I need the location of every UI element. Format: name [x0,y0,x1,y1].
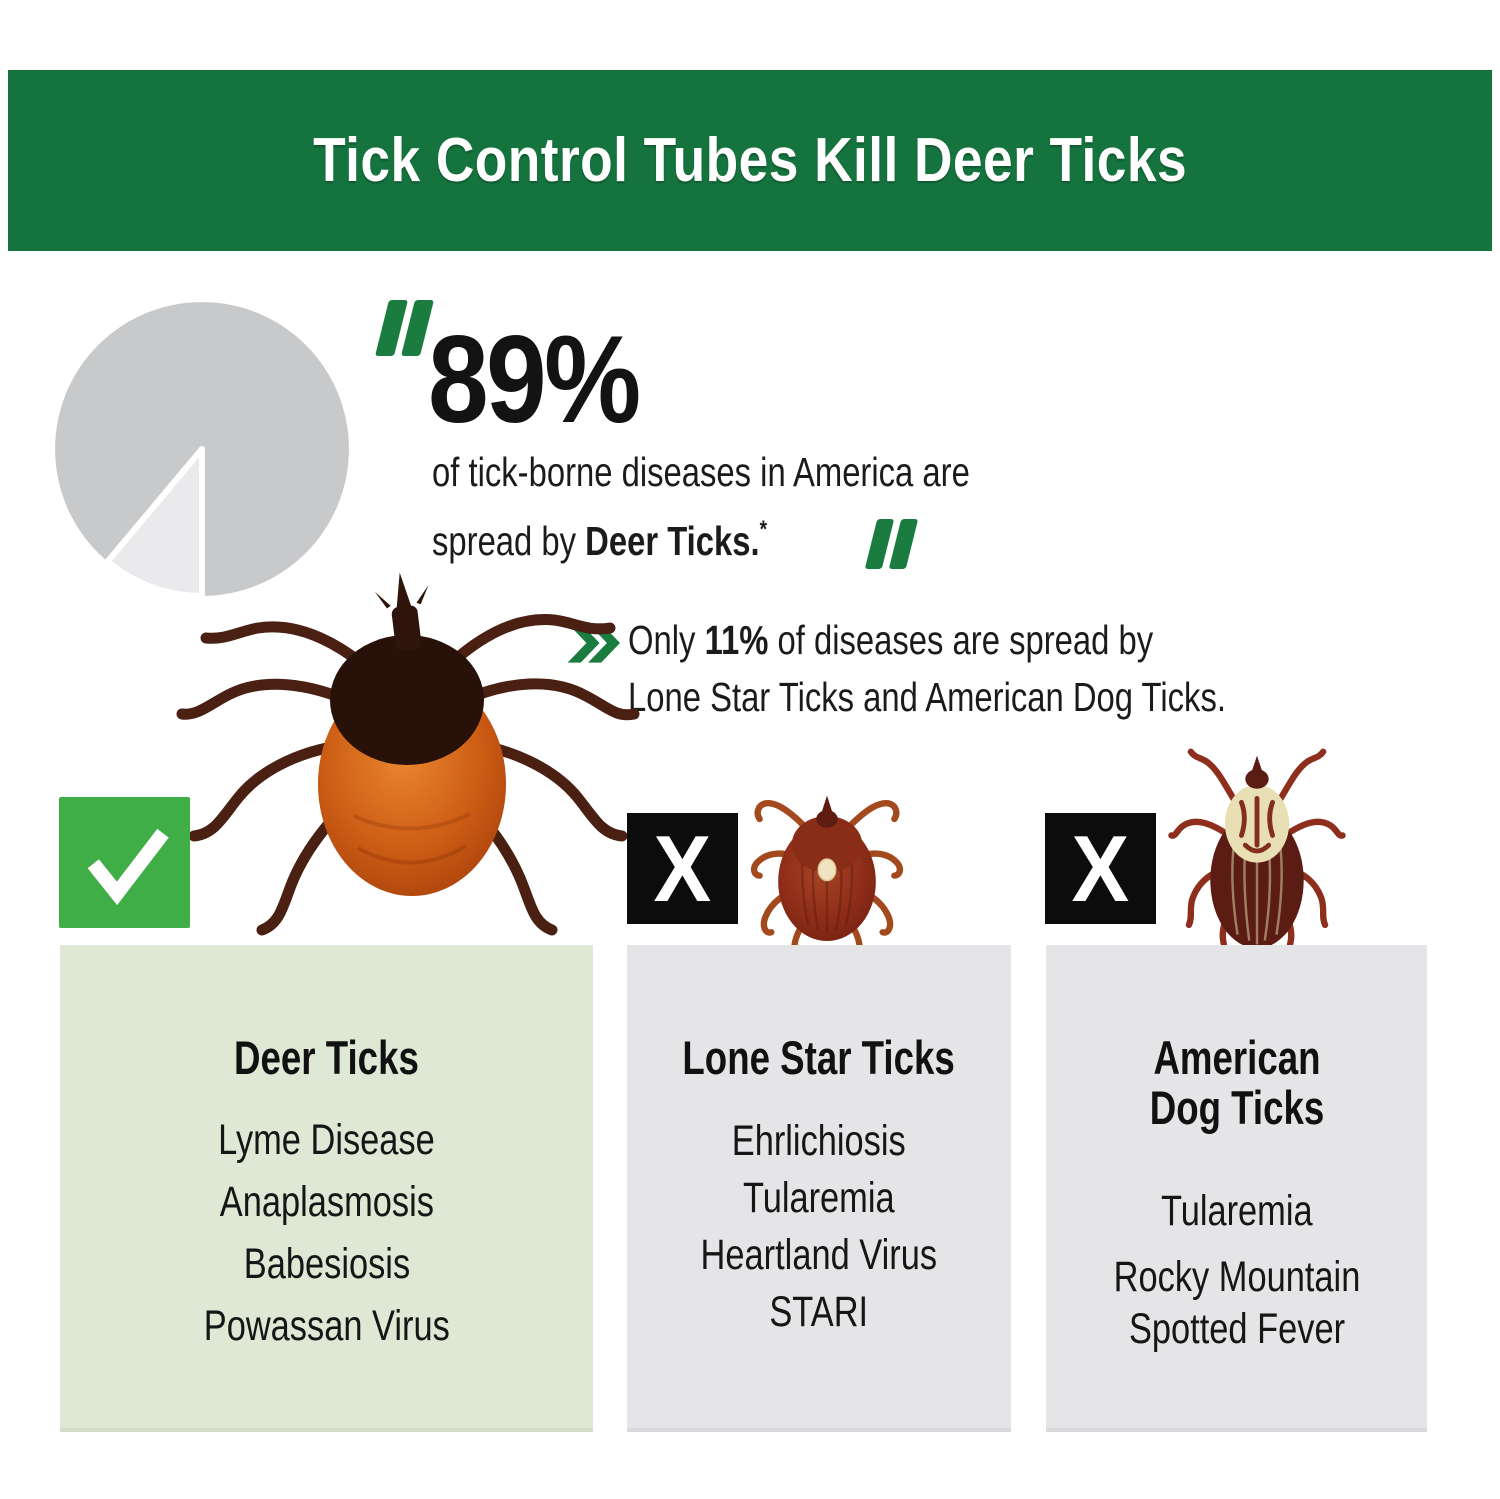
lone-star-white-spot [817,858,837,882]
checkmark-icon [87,828,169,905]
quote-line2: spread by Deer Ticks.* [432,501,1104,570]
header-banner: Tick Control Tubes Kill Deer Ticks [8,70,1492,251]
open-quote-icon [375,300,434,356]
deer-tick-head [374,572,429,651]
x-box-lone-star: X [627,813,738,924]
stat-percent: 89% [428,311,641,449]
list-item: Anaplasmosis [219,1178,434,1226]
note-line2: Lone Star Ticks and American Dog Ticks. [628,674,1226,720]
panel-lone-star-ticks: Lone Star Ticks Ehrlichiosis Tularemia H… [627,945,1011,1432]
list-item: Powassan Virus [203,1302,450,1350]
banner-title: Tick Control Tubes Kill Deer Ticks [313,126,1187,195]
note-line1: Only 11% of diseases are spread by [628,617,1154,663]
disease-list: Lyme Disease Anaplasmosis Babesiosis Pow… [60,1109,593,1357]
quote-line1: of tick-borne diseases in America are [432,449,970,495]
list-item: Lyme Disease [218,1116,435,1164]
deer-tick-image [176,572,640,936]
panel-deer-ticks: Deer Ticks Lyme Disease Anaplasmosis Bab… [60,945,593,1432]
list-item: Tularemia [1160,1187,1313,1235]
american-dog-tick-image [1168,748,1346,949]
list-item: Babesiosis [243,1240,410,1288]
dog-tick-scutum-marks [1239,796,1275,854]
pie-chart [55,302,349,599]
deer-tick-scutum [330,635,484,765]
x-icon: X [653,815,712,921]
x-icon: X [1071,815,1130,921]
list-item: Tularemia [743,1174,895,1222]
note-text: Only 11% of diseases are spread by Lone … [628,612,1375,726]
dog-tick-head [1245,755,1269,789]
footnote-asterisk: * [759,516,768,543]
lone-star-scutum [791,816,863,873]
check-box [59,797,190,928]
quote-text: of tick-borne diseases in America are sp… [432,444,1104,570]
close-quote-icon [864,519,919,569]
disease-list: Tularemia Rocky Mountain Spotted Fever [1046,1185,1427,1355]
disease-list: Ehrlichiosis Tularemia Heartland Virus S… [627,1113,1011,1341]
list-item: Ehrlichiosis [732,1117,906,1165]
panel-heading: Lone Star Ticks [682,1031,956,1084]
lone-star-tick-image [750,795,904,955]
lone-star-head [816,795,838,828]
list-item: Heartland Virus [700,1231,938,1279]
note-11-percent: Only 11% of diseases are spread by Lone … [566,612,1375,726]
panel-american-dog-ticks: American Dog Ticks Tularemia Rocky Mount… [1046,945,1427,1432]
panel-heading: Deer Ticks [234,1031,419,1084]
x-box-american-dog: X [1045,813,1156,924]
pie-slice-other-ticks [104,445,206,599]
panel-heading: American Dog Ticks [1149,1031,1331,1134]
list-item: STARI [769,1288,869,1336]
list-item: Rocky Mountain Spotted Fever [1113,1253,1370,1353]
